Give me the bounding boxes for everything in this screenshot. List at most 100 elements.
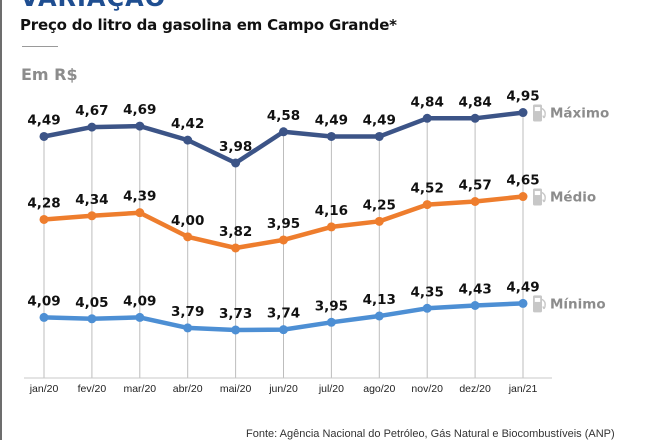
data-point: [183, 135, 193, 145]
data-label: 4,42: [171, 116, 204, 132]
data-label: 4,65: [506, 173, 539, 189]
data-point: [374, 131, 384, 141]
data-label: 4,39: [123, 189, 156, 205]
x-tick-label: jun/20: [268, 383, 298, 395]
data-point: [470, 113, 480, 123]
data-label: 4,67: [75, 103, 108, 119]
data-label: 4,52: [411, 181, 444, 197]
section-kicker: VARIAÇÃO: [20, 0, 166, 12]
data-point: [279, 235, 288, 245]
data-point: [518, 192, 528, 202]
data-label: 3,79: [171, 304, 204, 320]
data-label: 3,95: [315, 298, 348, 314]
data-label: 4,84: [458, 94, 491, 110]
x-tick-label: jul/20: [318, 383, 344, 395]
data-label: 4,49: [363, 112, 396, 128]
data-label: 3,74: [267, 306, 300, 322]
title-divider: [22, 46, 58, 47]
data-point: [470, 197, 480, 206]
data-label: 4,84: [411, 94, 444, 110]
data-point: [87, 314, 97, 324]
legend-label: Médio: [550, 190, 596, 206]
data-point: [39, 214, 49, 224]
fuel-pump-icon: [533, 295, 546, 313]
frame-left-border: [0, 0, 2, 440]
data-label: 4,34: [75, 192, 108, 208]
data-label: 4,25: [363, 197, 396, 213]
data-point: [231, 325, 241, 335]
data-point: [326, 131, 336, 141]
data-label: 4,49: [506, 279, 539, 295]
data-point: [231, 243, 241, 253]
data-point: [87, 122, 97, 132]
data-label: 4,28: [27, 195, 60, 211]
x-tick-label: fev/20: [78, 383, 107, 395]
data-point: [135, 312, 145, 322]
legend-item-máximo: Máximo: [533, 104, 609, 122]
series-máximo: 4,49 4,67 4,69 4,42 3,98 4,58 4,49 4,49 4,84 4,84…: [27, 89, 540, 168]
legend-label: Mínimo: [550, 296, 606, 312]
data-point: [135, 208, 145, 218]
data-point: [87, 211, 97, 221]
data-point: [374, 311, 384, 321]
data-label: 4,16: [315, 203, 348, 219]
data-point: [279, 325, 288, 335]
data-point: [374, 216, 384, 226]
data-label: 4,35: [411, 284, 444, 300]
data-point: [183, 232, 193, 242]
x-tick-label: abr/20: [173, 383, 203, 395]
data-label: 4,13: [363, 292, 396, 308]
data-point: [422, 200, 432, 210]
legend-label: Máximo: [550, 106, 609, 122]
series-médio: 4,28 4,34 4,39 4,00 3,82 3,95 4,16 4,25 4,52 4,57…: [27, 173, 540, 253]
data-label: 4,49: [27, 112, 60, 128]
data-label: 4,69: [123, 102, 156, 118]
source-note: Fonte: Agência Nacional do Petróleo, Gás…: [246, 428, 615, 440]
data-label: 4,57: [458, 178, 491, 194]
data-label: 4,09: [27, 293, 60, 309]
data-point: [326, 317, 336, 327]
x-tick-label: jan/20: [29, 383, 59, 395]
legend-item-médio: Médio: [533, 188, 596, 206]
data-point: [279, 127, 288, 137]
x-tick-label: jan/21: [508, 383, 538, 395]
data-point: [518, 298, 528, 308]
fuel-pump-icon: [533, 104, 546, 122]
x-tick-label: mar/20: [123, 383, 156, 395]
series-mínimo: 4,09 4,05 4,09 3,79 3,73 3,74 3,95 4,13 4,35 4,43…: [27, 279, 540, 335]
data-label: 4,49: [315, 112, 348, 128]
data-label: 3,73: [219, 306, 252, 322]
fuel-pump-icon: [533, 188, 546, 206]
data-label: 4,00: [171, 213, 204, 229]
data-label: 4,43: [458, 282, 491, 298]
series-group: 4,49 4,67 4,69 4,42 3,98 4,58 4,49 4,49 4,84 4,84…: [27, 89, 540, 335]
legend-group: Máximo Médio Mínimo: [533, 104, 609, 313]
data-point: [518, 108, 528, 118]
data-label: 4,09: [123, 293, 156, 309]
data-point: [135, 121, 145, 131]
data-point: [39, 312, 49, 322]
x-tick-label: dez/20: [459, 383, 491, 395]
data-label: 4,95: [506, 89, 539, 105]
x-tick-labels: jan/20 fev/20 mar/20 abr/20 mai/20 jun/20 jul/…: [29, 383, 538, 395]
gridlines: [43, 112, 524, 378]
data-label: 3,95: [267, 216, 300, 232]
data-point: [422, 303, 432, 313]
data-label: 4,05: [75, 295, 108, 311]
data-label: 3,98: [219, 139, 252, 155]
x-tick-label: ago/20: [363, 383, 395, 395]
chart-title: Preço do litro da gasolina em Campo Gran…: [20, 16, 397, 34]
data-point: [470, 301, 480, 310]
x-tick-label: mai/20: [220, 383, 252, 395]
data-point: [183, 323, 193, 333]
data-label: 4,58: [267, 108, 300, 124]
data-point: [231, 158, 241, 168]
data-point: [326, 222, 336, 232]
data-point: [39, 131, 49, 141]
data-label: 3,82: [219, 224, 252, 240]
data-point: [422, 113, 432, 123]
legend-item-mínimo: Mínimo: [533, 295, 606, 313]
unit-label: Em R$: [21, 65, 78, 84]
x-tick-label: nov/20: [411, 383, 443, 395]
